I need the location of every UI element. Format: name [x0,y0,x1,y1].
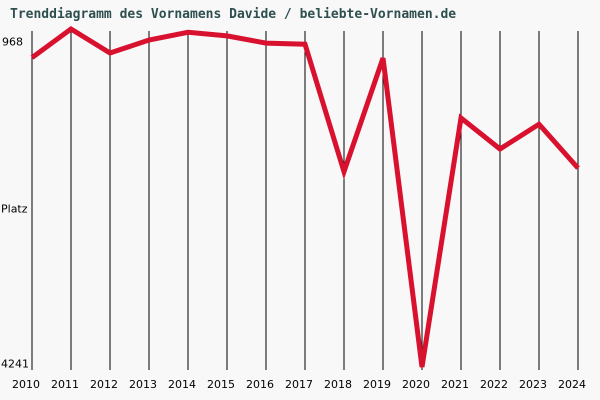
trend-line-group [30,25,580,368]
x-axis-tick-labels: 2010 2011 2012 2013 2014 2015 2016 2017 2018 2019… [12,378,586,391]
trend-line [30,25,580,368]
x-tick-label-2018: 2018 [324,378,352,391]
gridlines [31,31,579,370]
x-tick-label-2015: 2015 [207,378,235,391]
y-axis-best-rank-label: 968 [2,35,23,49]
x-tick-label-2017: 2017 [285,378,313,391]
x-tick-label-2016: 2016 [246,378,274,391]
x-tick-label-2010: 2010 [12,378,40,391]
y-axis-worst-rank-label: 4241 [1,357,29,371]
x-tick-label-2013: 2013 [129,378,157,391]
y-axis-title: Platz [1,202,28,216]
x-tick-label-2014: 2014 [168,378,196,391]
x-tick-label-2022: 2022 [480,378,508,391]
x-tick-label-2019: 2019 [363,378,391,391]
x-tick-label-2021: 2021 [441,378,469,391]
x-tick-label-2023: 2023 [519,378,547,391]
chart-title: Trenddiagramm des Vornamens Davide / bel… [10,7,457,22]
x-tick-label-2012: 2012 [90,378,118,391]
x-tick-label-2020: 2020 [402,378,430,391]
x-tick-label-2024: 2024 [558,378,586,391]
x-tick-label-2011: 2011 [51,378,79,391]
